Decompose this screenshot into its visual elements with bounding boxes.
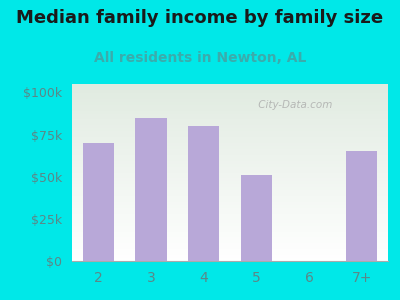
Bar xyxy=(72,169,388,172)
Bar xyxy=(72,155,388,158)
Bar xyxy=(72,258,388,261)
Text: City-Data.com: City-Data.com xyxy=(255,100,333,110)
Bar xyxy=(72,226,388,229)
Bar xyxy=(72,243,388,246)
Bar xyxy=(72,184,388,187)
Bar xyxy=(72,249,388,252)
Bar xyxy=(72,161,388,164)
Bar xyxy=(72,240,388,243)
Bar xyxy=(72,111,388,113)
Bar xyxy=(72,220,388,223)
Bar xyxy=(72,190,388,193)
Bar xyxy=(72,99,388,102)
Bar xyxy=(72,143,388,146)
Bar xyxy=(72,96,388,99)
Bar xyxy=(72,87,388,90)
Bar xyxy=(72,134,388,137)
Bar xyxy=(72,93,388,96)
Text: Median family income by family size: Median family income by family size xyxy=(16,9,384,27)
Bar xyxy=(72,237,388,240)
Bar xyxy=(72,90,388,93)
Bar xyxy=(240,175,272,261)
Bar xyxy=(72,113,388,116)
Bar xyxy=(72,229,388,232)
Bar xyxy=(72,140,388,143)
Bar xyxy=(72,217,388,220)
Bar xyxy=(72,84,388,87)
Bar xyxy=(72,208,388,211)
Bar xyxy=(72,105,388,108)
Bar xyxy=(72,122,388,125)
Bar xyxy=(72,181,388,184)
Bar xyxy=(72,214,388,217)
Bar xyxy=(72,235,388,237)
Bar xyxy=(72,149,388,152)
Bar xyxy=(72,255,388,258)
Bar xyxy=(72,193,388,196)
Bar xyxy=(72,131,388,134)
Bar xyxy=(72,187,388,190)
Bar xyxy=(188,126,220,261)
Bar xyxy=(72,158,388,161)
Bar xyxy=(72,146,388,149)
Bar xyxy=(72,137,388,140)
Bar xyxy=(72,202,388,205)
Bar xyxy=(72,108,388,111)
Bar xyxy=(72,246,388,249)
Bar xyxy=(72,125,388,128)
Bar xyxy=(72,196,388,199)
Bar xyxy=(72,199,388,202)
Bar xyxy=(72,116,388,119)
Bar xyxy=(82,143,114,261)
Bar xyxy=(72,102,388,105)
Bar xyxy=(72,152,388,155)
Bar xyxy=(346,152,378,261)
Bar xyxy=(72,164,388,166)
Bar xyxy=(72,211,388,214)
Text: All residents in Newton, AL: All residents in Newton, AL xyxy=(94,51,306,65)
Bar xyxy=(72,119,388,122)
Bar xyxy=(72,176,388,178)
Bar xyxy=(72,205,388,208)
Bar xyxy=(72,223,388,226)
Bar xyxy=(135,118,167,261)
Bar xyxy=(72,252,388,255)
Bar xyxy=(72,128,388,131)
Bar xyxy=(72,167,388,170)
Bar xyxy=(72,172,388,176)
Bar xyxy=(72,232,388,235)
Bar xyxy=(72,178,388,181)
